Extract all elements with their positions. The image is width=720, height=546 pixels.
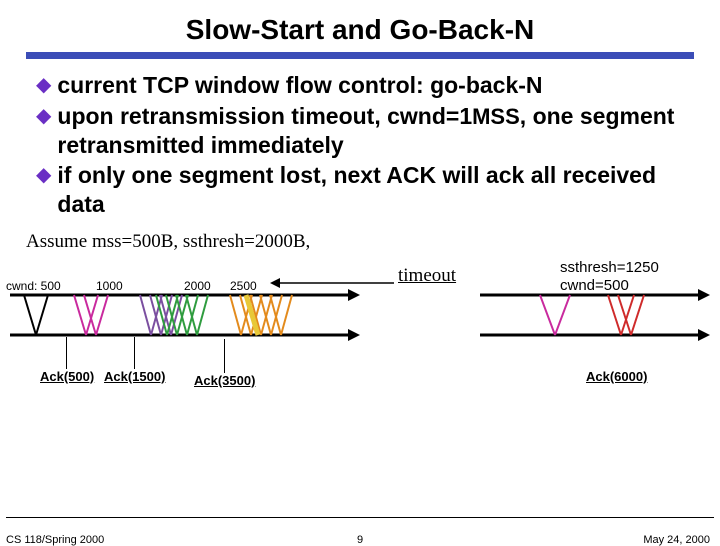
cwnd-label: 2000 bbox=[184, 279, 211, 293]
bullet-item: ◆ if only one segment lost, next ACK wil… bbox=[36, 161, 694, 219]
footer-divider bbox=[6, 517, 714, 518]
footer-date: May 24, 2000 bbox=[643, 534, 710, 546]
ssthresh-label: ssthresh=1250 bbox=[560, 259, 659, 276]
timing-diagram: cwnd: 500 1000 2000 2500 timeout ssthres… bbox=[0, 253, 720, 393]
slide-title: Slow-Start and Go-Back-N bbox=[0, 0, 720, 52]
bullet-list: ◆ current TCP window flow control: go-ba… bbox=[0, 67, 720, 219]
footer-course: CS 118/Spring 2000 bbox=[6, 534, 104, 546]
ack-label: Ack(3500) bbox=[194, 373, 255, 388]
ack-label: Ack(6000) bbox=[586, 369, 647, 384]
cwnd-label: cwnd: 500 bbox=[6, 279, 61, 293]
bullet-item: ◆ upon retransmission timeout, cwnd=1MSS… bbox=[36, 102, 694, 160]
diamond-icon: ◆ bbox=[36, 104, 51, 129]
cwnd-after-label: cwnd=500 bbox=[560, 277, 629, 294]
diamond-icon: ◆ bbox=[36, 73, 51, 98]
diamond-icon: ◆ bbox=[36, 163, 51, 188]
assumption-text: Assume mss=500B, ssthresh=2000B, bbox=[0, 221, 720, 253]
bullet-text: current TCP window flow control: go-back… bbox=[57, 71, 542, 100]
ack-connector bbox=[224, 339, 225, 373]
bullet-text: if only one segment lost, next ACK will … bbox=[57, 161, 694, 219]
title-underline bbox=[26, 52, 694, 59]
ack-label: Ack(1500) bbox=[104, 369, 165, 384]
ack-connector bbox=[66, 337, 67, 369]
bullet-text: upon retransmission timeout, cwnd=1MSS, … bbox=[57, 102, 694, 160]
cwnd-label: 2500 bbox=[230, 279, 257, 293]
bullet-item: ◆ current TCP window flow control: go-ba… bbox=[36, 71, 694, 100]
timeout-label: timeout bbox=[398, 265, 456, 287]
ack-connector bbox=[134, 337, 135, 369]
footer-page: 9 bbox=[357, 534, 363, 546]
ack-label: Ack(500) bbox=[40, 369, 94, 384]
cwnd-label: 1000 bbox=[96, 279, 123, 293]
